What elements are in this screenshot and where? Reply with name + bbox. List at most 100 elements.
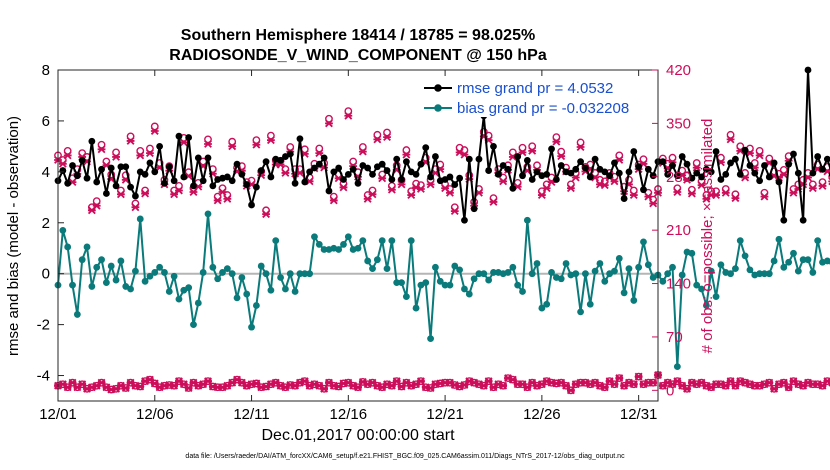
bias-point — [756, 270, 764, 278]
obs-assimilated-point — [402, 150, 411, 159]
rmse-point — [170, 177, 178, 185]
obs-possible-point — [63, 146, 72, 155]
obs-assimilated-point — [629, 191, 638, 200]
rmse-point — [248, 201, 255, 209]
obs-possible-point — [518, 143, 527, 152]
rmse-point — [132, 192, 139, 200]
obs-assimilated-point — [344, 111, 353, 120]
bias-point — [514, 281, 522, 289]
rmse-point — [591, 155, 599, 163]
rmse-point — [799, 216, 807, 224]
rmse-point — [732, 155, 739, 163]
x-tick-label: 12/06 — [136, 406, 174, 423]
rmse-point — [552, 176, 560, 183]
obs-series-2 — [54, 107, 830, 215]
obs-possible-point — [629, 186, 638, 195]
rmse-point — [204, 154, 212, 162]
rmse-point — [422, 144, 430, 152]
rmse-point — [465, 155, 473, 163]
obs-possible-point — [639, 155, 648, 164]
bias-point — [528, 270, 536, 278]
obs-assimilated-point — [368, 190, 377, 199]
bias-point — [335, 246, 343, 253]
obs-assimilated-point — [528, 146, 537, 155]
obs-assimilated-point — [373, 135, 382, 144]
rmse-point — [644, 165, 652, 173]
bias-point — [228, 270, 236, 278]
rmse-point — [325, 187, 333, 195]
obs-possible-point — [479, 127, 488, 136]
rmse-point — [267, 173, 275, 181]
rmse-point — [185, 134, 193, 141]
obs-assimilated-point — [629, 380, 638, 389]
obs-assimilated-point — [329, 196, 338, 205]
rmse-point — [499, 162, 507, 169]
bias-point — [519, 288, 526, 295]
rmse-point — [161, 179, 168, 187]
rmse-point — [461, 216, 468, 224]
rmse-point — [746, 162, 754, 169]
bias-point — [156, 263, 164, 271]
obs-assimilated-point — [557, 152, 566, 161]
bias-point — [141, 277, 149, 285]
y-tick-label-right: 0 — [666, 382, 674, 399]
rmse-point — [475, 155, 483, 163]
bias-point — [799, 256, 807, 264]
obs-possible-point — [121, 171, 130, 180]
rmse-point — [311, 164, 318, 172]
obs-assimilated-point — [784, 383, 793, 392]
x-tick-label: 12/16 — [330, 406, 368, 423]
rmse-point — [112, 182, 120, 190]
rmse-point — [78, 156, 86, 164]
bias-point — [93, 263, 101, 271]
bias-point — [161, 269, 168, 276]
rmse-point — [528, 176, 536, 183]
obs-possible-point — [204, 135, 212, 144]
y-tick-label-right: 350 — [666, 115, 691, 132]
rmse-point — [388, 176, 396, 183]
bias-point — [601, 277, 609, 285]
bias-point — [388, 237, 396, 244]
bias-point — [572, 270, 580, 278]
y-tick-label-left: 0 — [42, 266, 50, 283]
rmse-point — [683, 160, 691, 168]
obs-possible-point — [267, 131, 275, 140]
bias-point — [170, 272, 178, 280]
rmse-point — [514, 153, 522, 160]
y-tick-label-left: 8 — [42, 62, 50, 79]
obs-assimilated-point — [712, 191, 721, 200]
bias-point — [823, 257, 830, 265]
obs-assimilated-point — [97, 145, 106, 154]
rmse-point — [611, 159, 618, 167]
rmse-point — [88, 137, 96, 145]
bias-point — [436, 277, 444, 285]
rmse-point — [73, 172, 81, 180]
rmse-point — [427, 173, 434, 181]
bias-point — [204, 210, 212, 218]
rmse-point — [117, 163, 125, 171]
obs-assimilated-point — [218, 188, 227, 196]
bias-point — [523, 216, 531, 224]
bias-point — [698, 285, 705, 293]
obs-possible-point — [726, 130, 735, 139]
y-tick-label-right: 210 — [666, 222, 691, 239]
bias-point — [659, 277, 667, 285]
obs-assimilated-point — [571, 173, 580, 182]
bias-point — [669, 263, 676, 271]
obs-possible-point — [358, 143, 367, 151]
obs-assimilated-point — [281, 169, 290, 177]
obs-assimilated-point — [552, 137, 561, 146]
rmse-point — [601, 168, 609, 176]
obs-assimilated-point — [687, 189, 696, 198]
bias-point — [790, 249, 797, 257]
rmse-point — [649, 172, 657, 180]
bias-point — [611, 267, 618, 275]
obs-possible-point — [252, 136, 261, 145]
rmse-point — [630, 148, 638, 155]
rmse-point — [635, 163, 643, 171]
obs-possible-point — [765, 154, 774, 163]
obs-assimilated-point — [673, 188, 682, 196]
obs-assimilated-point — [213, 196, 222, 205]
obs-assimilated-point — [358, 147, 367, 156]
y-tick-label-right: 140 — [666, 276, 691, 293]
